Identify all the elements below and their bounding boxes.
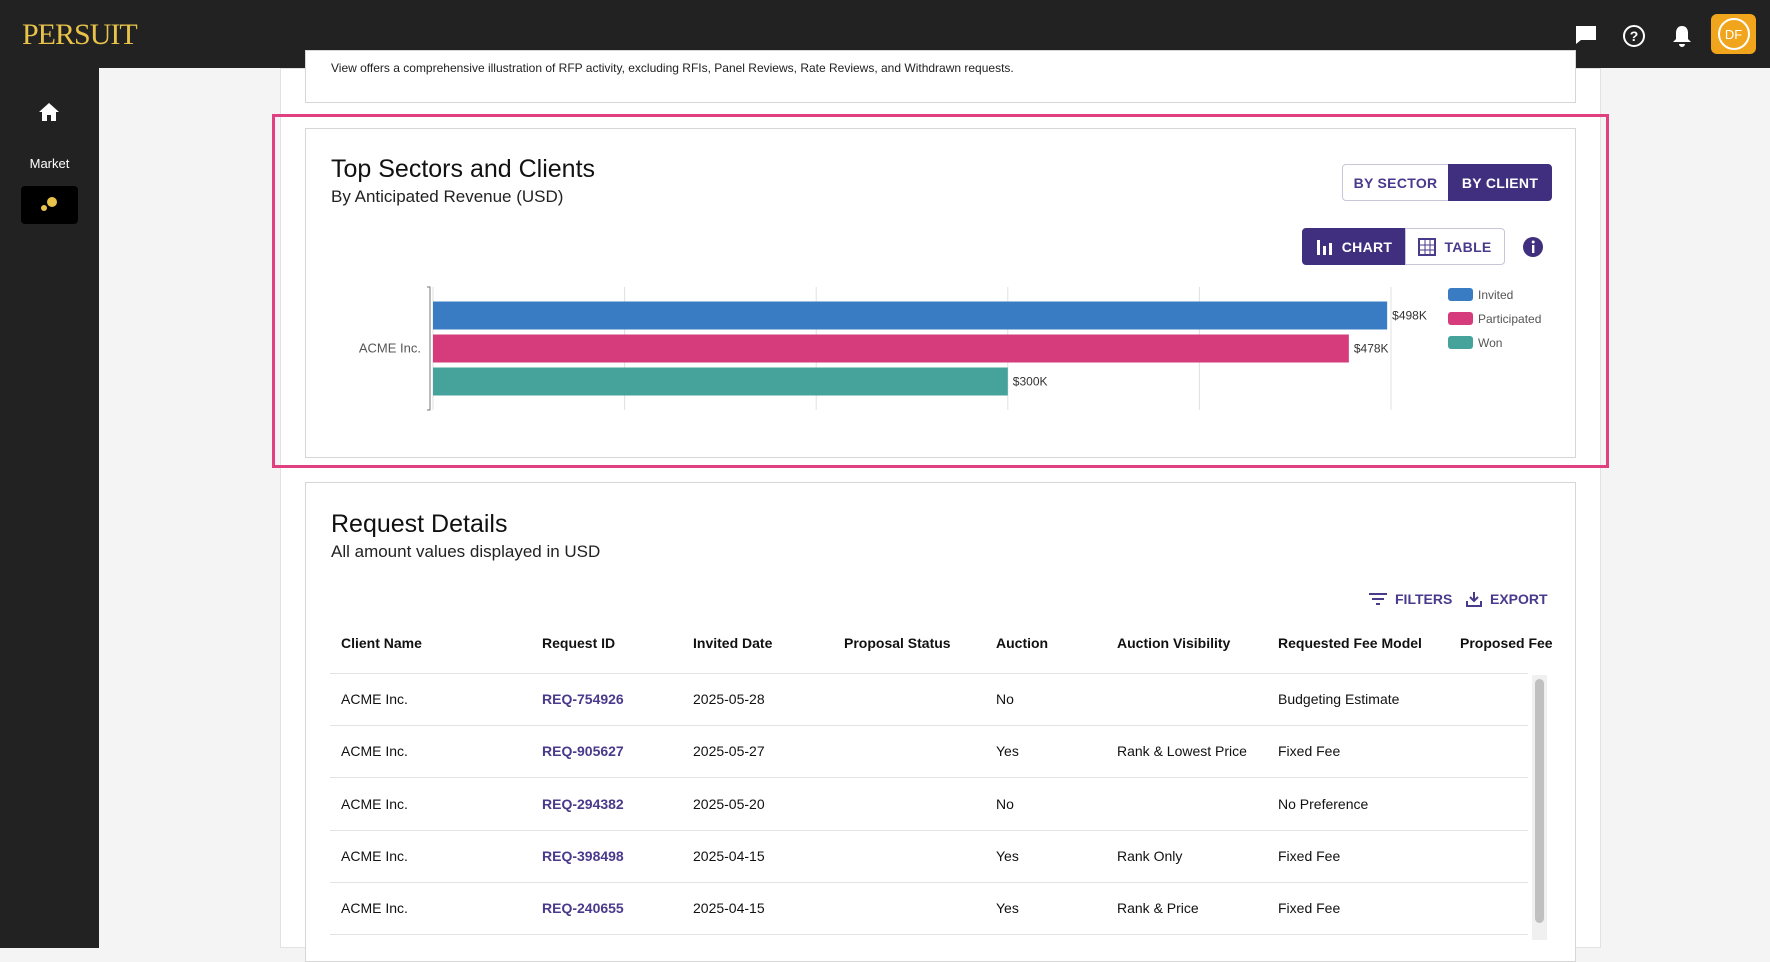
header-divider	[330, 673, 1528, 674]
help-icon[interactable]: ?	[1622, 24, 1646, 48]
request-link[interactable]: REQ-905627	[542, 743, 624, 760]
filters-button[interactable]: FILTERS	[1369, 591, 1452, 607]
column-header: Client Name	[341, 635, 422, 651]
row-divider	[330, 725, 1528, 726]
bell-icon[interactable]	[1671, 24, 1693, 48]
sidebar: Market	[0, 68, 99, 948]
chart-card: Top Sectors and Clients By Anticipated R…	[305, 128, 1576, 458]
table-cell: Yes	[996, 900, 1019, 917]
table-cell: ACME Inc.	[341, 743, 408, 760]
chart-icon	[1316, 239, 1332, 255]
request-link[interactable]: REQ-240655	[542, 900, 624, 917]
value-label: $498K	[1392, 309, 1427, 323]
table-cell: Fixed Fee	[1278, 847, 1341, 864]
chart-subtitle: By Anticipated Revenue (USD)	[331, 187, 564, 206]
y-tick-label: ACME Inc.	[359, 341, 421, 356]
table-cell: Yes	[996, 847, 1019, 864]
row-divider	[330, 777, 1528, 779]
value-label: $478K	[1354, 342, 1389, 356]
scrollbar[interactable]	[1532, 675, 1547, 940]
legend-swatch	[1448, 336, 1473, 349]
info-icon[interactable]	[1522, 236, 1544, 258]
table-cell: Fixed Fee	[1278, 743, 1341, 760]
table-cell: Rank & Lowest Price	[1117, 743, 1247, 760]
avatar-initials: DF	[1717, 18, 1750, 50]
table-cell: Fixed Fee	[1278, 900, 1341, 917]
value-label: $300K	[1013, 375, 1048, 389]
highlight-frame	[272, 114, 1609, 468]
market-nav[interactable]	[21, 186, 78, 224]
table-cell: No Preference	[1278, 795, 1369, 812]
table-cell: No	[996, 795, 1014, 812]
details-subtitle: All amount values displayed in USD	[331, 542, 601, 561]
table-cell: Budgeting Estimate	[1278, 691, 1400, 707]
column-header: Requested Fee Model	[1278, 635, 1422, 651]
home-icon[interactable]	[38, 102, 60, 122]
chat-icon[interactable]	[1574, 24, 1598, 46]
details-title: Request Details	[331, 510, 508, 538]
request-link[interactable]: REQ-398498	[542, 847, 624, 864]
column-header: Request ID	[542, 635, 616, 651]
bar	[433, 301, 1388, 330]
chart: ACME Inc. $498K $478K $300K Invited Participa…	[359, 286, 1541, 411]
y-axis	[427, 286, 431, 411]
avatar[interactable]: DF	[1711, 14, 1756, 54]
table-icon	[1418, 237, 1437, 256]
legend-swatch	[1448, 312, 1473, 325]
table-cell: Rank Only	[1117, 847, 1183, 864]
bar	[433, 334, 1349, 363]
column-header: Invited Date	[693, 635, 773, 651]
table-cell: ACME Inc.	[341, 795, 408, 812]
legend-label: Participated	[1478, 312, 1541, 326]
column-header: Auction Visibility	[1117, 635, 1231, 651]
action-label: FILTERS	[1395, 591, 1453, 607]
column-header: Proposed Fee	[1460, 635, 1553, 651]
export-button[interactable]: EXPORT	[1466, 591, 1548, 607]
svg-text:?: ?	[1630, 28, 1639, 44]
client-toggle[interactable]: BY CLIENT	[1448, 164, 1552, 201]
table-cell: 2025-05-20	[693, 795, 765, 812]
action-label: EXPORT	[1490, 591, 1548, 607]
request-link[interactable]: REQ-294382	[542, 795, 624, 812]
table-cell: ACME Inc.	[341, 691, 408, 707]
nav-label: Market	[29, 156, 70, 171]
column-header: Auction	[996, 635, 1049, 651]
row-divider	[330, 881, 1528, 883]
summary-text: View offers a comprehensive illustration…	[331, 61, 1014, 75]
legend-label: Invited	[1478, 288, 1513, 302]
view-label: CHART	[1341, 238, 1393, 255]
legend-swatch	[1448, 288, 1473, 301]
summary-card: View offers a comprehensive illustration…	[305, 50, 1576, 103]
row-divider	[330, 829, 1528, 831]
bar	[433, 367, 1008, 396]
table-cell: Yes	[996, 743, 1019, 760]
table-cell: ACME Inc.	[341, 900, 408, 917]
table-cell: 2025-05-28	[693, 691, 765, 707]
table-cell: Rank & Price	[1117, 900, 1199, 917]
table-cell: ACME Inc.	[341, 847, 408, 864]
request-link[interactable]: REQ-754926	[542, 691, 624, 707]
chart-view[interactable]: CHART	[1302, 228, 1406, 265]
table-cell: 2025-04-15	[693, 900, 765, 917]
view-label: TABLE	[1444, 238, 1492, 255]
chart-title: Top Sectors and Clients	[331, 155, 596, 183]
table-cell: 2025-05-27	[693, 743, 765, 760]
legend-label: Won	[1478, 336, 1502, 350]
details-card: Request Details All amount values displa…	[305, 482, 1576, 962]
column-header: Proposal Status	[844, 635, 951, 651]
table-view[interactable]: TABLE	[1405, 228, 1505, 265]
row-divider	[330, 934, 1528, 936]
table-cell: No	[996, 691, 1014, 707]
logo[interactable]: PERSUIT	[22, 18, 138, 51]
table-cell: 2025-04-15	[693, 847, 765, 864]
